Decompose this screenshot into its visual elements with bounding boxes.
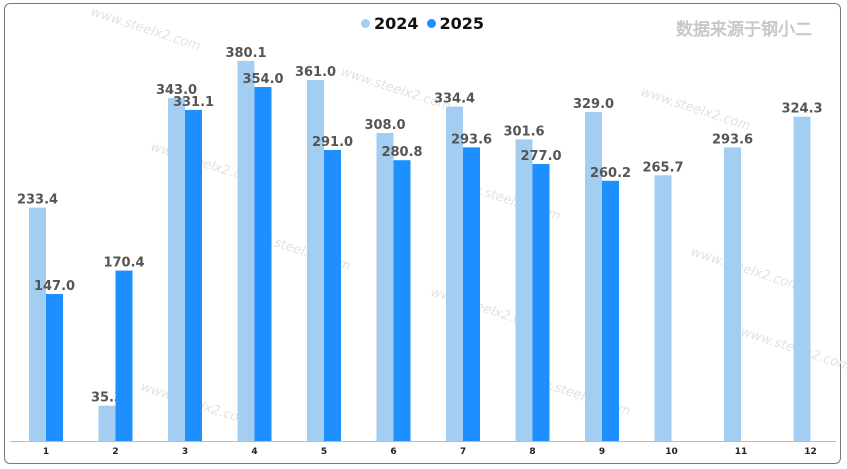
x-tick-label-6: 6 bbox=[390, 447, 396, 457]
watermark-text: www.steelx2.com bbox=[739, 325, 847, 375]
source-label: 数据来源于钢小二 bbox=[676, 20, 812, 40]
bar-2024-2 bbox=[98, 405, 116, 441]
value-label-2025-6: 280.8 bbox=[381, 145, 422, 160]
x-tick-label-4: 4 bbox=[251, 447, 257, 457]
x-tick-label-7: 7 bbox=[460, 447, 466, 457]
value-label-2024-1: 233.4 bbox=[17, 193, 58, 208]
x-tick-label-3: 3 bbox=[182, 447, 188, 457]
bar-2025-5 bbox=[324, 150, 341, 441]
x-tick-label-11: 11 bbox=[735, 447, 748, 457]
value-label-2024-5: 361.0 bbox=[295, 65, 336, 80]
x-tick-label-8: 8 bbox=[529, 447, 535, 457]
bar-2024-10 bbox=[654, 175, 672, 442]
chart-legend: 2024 2025 bbox=[5, 14, 840, 33]
bar-2025-9 bbox=[602, 180, 619, 442]
value-label-2024-2: 35.3 bbox=[91, 391, 123, 406]
watermark-text: www.steelx2.com bbox=[339, 65, 453, 115]
legend-label-2025: 2025 bbox=[439, 14, 485, 33]
legend-item-2025: 2025 bbox=[426, 14, 485, 33]
bar-2024-11 bbox=[724, 147, 741, 441]
value-label-2024-9: 329.0 bbox=[573, 97, 614, 112]
value-label-2024-11: 293.6 bbox=[712, 132, 753, 147]
value-label-2025-3: 331.1 bbox=[173, 95, 214, 110]
watermark-text: www.steelx2.com bbox=[639, 85, 753, 135]
value-label-2024-6: 308.0 bbox=[364, 118, 405, 133]
bar-2024-8 bbox=[515, 139, 533, 441]
value-label-2024-3: 343.0 bbox=[156, 83, 197, 98]
value-label-2025-9: 260.2 bbox=[590, 166, 631, 181]
bar-2024-7 bbox=[446, 106, 463, 441]
bar-2024-1 bbox=[29, 207, 46, 441]
bar-2025-8 bbox=[532, 164, 550, 441]
legend-dot-2024 bbox=[360, 19, 370, 28]
bar-2024-12 bbox=[793, 116, 811, 441]
bar-2025-3 bbox=[185, 109, 202, 442]
bar-2025-7 bbox=[463, 147, 480, 441]
value-label-2025-1: 147.0 bbox=[34, 279, 75, 294]
value-label-2025-4: 354.0 bbox=[242, 72, 283, 87]
bar-2025-4 bbox=[254, 87, 272, 441]
watermark-text: www.steelx2.com bbox=[89, 5, 203, 55]
bar-2024-3 bbox=[168, 98, 185, 441]
value-label-2025-8: 277.0 bbox=[520, 149, 561, 164]
value-label-2025-5: 291.0 bbox=[312, 135, 353, 150]
x-tick-label-5: 5 bbox=[321, 447, 327, 457]
bar-2024-9 bbox=[585, 112, 602, 441]
value-label-2024-8: 301.6 bbox=[503, 124, 544, 139]
value-label-2025-7: 293.6 bbox=[451, 132, 492, 147]
chart-frame: 2024 2025 数据来源于钢小二 bbox=[4, 3, 841, 464]
x-tick-label-1: 1 bbox=[43, 447, 49, 457]
value-label-2024-7: 334.4 bbox=[434, 92, 475, 107]
value-label-2025-2: 170.4 bbox=[103, 256, 144, 271]
bar-2025-6 bbox=[393, 160, 411, 441]
legend-label-2024: 2024 bbox=[373, 14, 419, 33]
bar-2025-2 bbox=[115, 270, 133, 441]
legend-dot-2025 bbox=[426, 19, 436, 28]
bar-2024-6 bbox=[376, 133, 394, 441]
bar-2024-5 bbox=[307, 80, 324, 441]
bar-2025-1 bbox=[46, 294, 63, 441]
value-label-2024-4: 380.1 bbox=[225, 46, 266, 61]
legend-item-2024: 2024 bbox=[360, 14, 419, 33]
x-tick-label-12: 12 bbox=[804, 447, 817, 457]
x-tick-label-2: 2 bbox=[112, 447, 118, 457]
watermark-text: www.steelx2.com bbox=[689, 245, 803, 295]
value-label-2024-10: 265.7 bbox=[642, 160, 683, 175]
x-tick-label-10: 10 bbox=[665, 447, 678, 457]
bar-2024-4 bbox=[237, 60, 255, 442]
x-tick-label-9: 9 bbox=[599, 447, 605, 457]
value-label-2024-12: 324.3 bbox=[781, 102, 822, 117]
